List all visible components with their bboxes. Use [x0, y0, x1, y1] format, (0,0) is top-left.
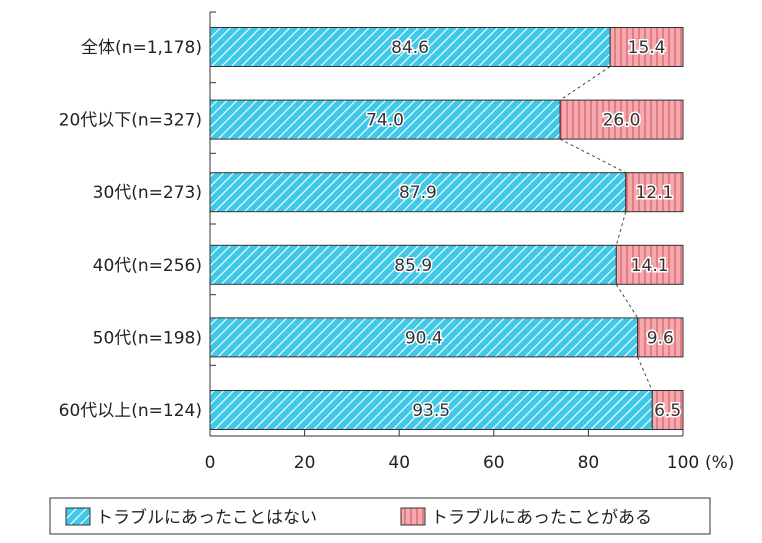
labels: 84.6 15.4 全体(n=1,178) 74.0 26.0 20代以下(n=327) 8… [59, 37, 683, 423]
bar-had-trouble [651, 390, 684, 430]
value-label: 9.6 [647, 328, 674, 348]
category-label: 40代(n=256) [93, 256, 202, 276]
bar-no-trouble [209, 244, 617, 285]
value-label: 6.5 [654, 401, 681, 421]
x-tick-label: 40 [388, 453, 410, 473]
value-label: 85.9 [394, 256, 432, 276]
bar-had-trouble [559, 99, 684, 140]
x-tick-label: 100 [667, 453, 699, 473]
connector-line [615, 284, 639, 319]
legend-label: トラブルにあったことがある [431, 507, 652, 528]
bar-had-trouble [609, 27, 684, 67]
legend-box [49, 497, 711, 535]
bar-no-trouble [209, 99, 561, 140]
legend-label: トラブルにあったことはない [96, 507, 317, 528]
bar-no-trouble [209, 317, 639, 358]
bars [209, 27, 684, 430]
axes: 0 20 40 60 80 100 (%) [205, 11, 734, 473]
connector-lines [559, 66, 653, 391]
category-label: 50代(n=198) [93, 328, 202, 348]
connector-line [615, 211, 627, 246]
x-tick-label: 0 [205, 453, 216, 473]
bar-no-trouble [209, 27, 611, 67]
x-tick-label: 60 [483, 453, 505, 473]
value-label: 74.0 [366, 111, 404, 131]
value-label: 90.4 [405, 328, 443, 348]
connector-line [559, 66, 611, 101]
x-unit-label: (%) [705, 453, 734, 473]
category-label: 30代(n=273) [93, 183, 202, 203]
value-label: 87.9 [399, 183, 437, 203]
legend: トラブルにあったことはない トラブルにあったことがある [49, 497, 711, 535]
value-label: 12.1 [635, 183, 673, 203]
x-tick-label: 20 [294, 453, 316, 473]
category-label: 全体(n=1,178) [81, 38, 202, 58]
bar-had-trouble [615, 244, 684, 285]
bar-had-trouble [625, 172, 684, 213]
legend-swatch [65, 507, 91, 526]
category-label: 60代以上(n=124) [59, 401, 202, 421]
category-label: 20代以下(n=327) [59, 111, 202, 131]
value-label: 26.0 [603, 111, 641, 131]
value-label: 84.6 [391, 38, 429, 58]
value-label: 93.5 [412, 401, 450, 421]
x-tick-label: 80 [578, 453, 600, 473]
connector-line [637, 356, 653, 391]
value-label: 14.1 [631, 256, 669, 276]
legend-swatch [400, 507, 426, 526]
bar-no-trouble [209, 390, 653, 430]
connector-line [559, 138, 626, 174]
bar-had-trouble [637, 317, 684, 358]
value-label: 15.4 [628, 38, 666, 58]
bar-no-trouble [209, 172, 627, 213]
